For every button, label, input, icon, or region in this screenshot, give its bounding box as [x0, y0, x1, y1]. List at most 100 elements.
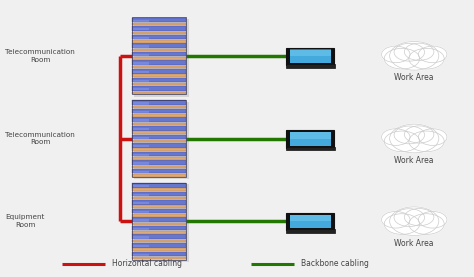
- FancyBboxPatch shape: [132, 135, 186, 139]
- FancyBboxPatch shape: [133, 219, 149, 222]
- FancyBboxPatch shape: [132, 160, 186, 165]
- FancyBboxPatch shape: [132, 23, 186, 25]
- FancyBboxPatch shape: [133, 37, 149, 39]
- Text: Telecommunication
Room: Telecommunication Room: [5, 132, 75, 145]
- Circle shape: [382, 46, 410, 63]
- FancyBboxPatch shape: [132, 117, 186, 122]
- FancyBboxPatch shape: [132, 209, 186, 213]
- FancyBboxPatch shape: [133, 88, 149, 91]
- FancyBboxPatch shape: [133, 211, 149, 213]
- FancyBboxPatch shape: [132, 91, 186, 94]
- FancyBboxPatch shape: [132, 26, 186, 31]
- FancyBboxPatch shape: [132, 100, 186, 105]
- FancyBboxPatch shape: [133, 202, 149, 204]
- FancyBboxPatch shape: [132, 214, 186, 217]
- FancyBboxPatch shape: [132, 206, 186, 208]
- FancyBboxPatch shape: [132, 126, 186, 130]
- FancyBboxPatch shape: [132, 75, 186, 77]
- FancyBboxPatch shape: [286, 48, 334, 65]
- Text: Telecommunication
Room: Telecommunication Room: [5, 49, 75, 63]
- FancyBboxPatch shape: [132, 174, 186, 177]
- FancyBboxPatch shape: [133, 45, 149, 48]
- FancyBboxPatch shape: [132, 86, 186, 91]
- FancyBboxPatch shape: [134, 19, 189, 97]
- Text: Work Area: Work Area: [394, 156, 434, 165]
- Circle shape: [404, 43, 434, 60]
- Circle shape: [382, 211, 410, 228]
- FancyBboxPatch shape: [132, 197, 186, 199]
- FancyBboxPatch shape: [132, 234, 186, 239]
- FancyBboxPatch shape: [132, 69, 186, 74]
- FancyBboxPatch shape: [132, 188, 186, 191]
- Text: Work Area: Work Area: [394, 73, 434, 83]
- Circle shape: [384, 48, 419, 69]
- FancyBboxPatch shape: [132, 200, 186, 205]
- FancyBboxPatch shape: [132, 191, 186, 196]
- FancyBboxPatch shape: [133, 154, 149, 156]
- FancyBboxPatch shape: [133, 162, 149, 165]
- FancyBboxPatch shape: [133, 137, 149, 139]
- FancyBboxPatch shape: [286, 213, 334, 230]
- FancyBboxPatch shape: [132, 57, 186, 60]
- FancyBboxPatch shape: [132, 109, 186, 113]
- FancyBboxPatch shape: [133, 79, 149, 82]
- FancyBboxPatch shape: [132, 223, 186, 225]
- FancyBboxPatch shape: [132, 66, 186, 68]
- FancyBboxPatch shape: [290, 49, 331, 56]
- FancyBboxPatch shape: [133, 245, 149, 247]
- FancyBboxPatch shape: [133, 128, 149, 130]
- Circle shape: [404, 209, 434, 226]
- FancyBboxPatch shape: [132, 140, 186, 142]
- Circle shape: [409, 131, 444, 152]
- FancyBboxPatch shape: [132, 169, 186, 173]
- FancyBboxPatch shape: [132, 131, 186, 134]
- FancyBboxPatch shape: [132, 106, 186, 108]
- FancyBboxPatch shape: [132, 148, 186, 151]
- FancyBboxPatch shape: [133, 228, 149, 230]
- Circle shape: [404, 126, 434, 143]
- FancyBboxPatch shape: [132, 49, 186, 51]
- FancyBboxPatch shape: [132, 78, 186, 82]
- FancyBboxPatch shape: [132, 217, 186, 222]
- Circle shape: [394, 126, 425, 144]
- FancyBboxPatch shape: [132, 40, 186, 43]
- FancyBboxPatch shape: [133, 194, 149, 196]
- Circle shape: [409, 214, 444, 234]
- FancyBboxPatch shape: [133, 236, 149, 239]
- FancyBboxPatch shape: [132, 114, 186, 117]
- FancyBboxPatch shape: [133, 111, 149, 113]
- FancyBboxPatch shape: [290, 215, 331, 221]
- FancyBboxPatch shape: [132, 60, 186, 65]
- FancyBboxPatch shape: [132, 226, 186, 230]
- Circle shape: [394, 43, 425, 61]
- FancyBboxPatch shape: [133, 71, 149, 73]
- Circle shape: [384, 214, 419, 234]
- FancyBboxPatch shape: [290, 132, 331, 139]
- FancyBboxPatch shape: [133, 171, 149, 173]
- FancyBboxPatch shape: [133, 62, 149, 65]
- Circle shape: [390, 42, 439, 70]
- FancyBboxPatch shape: [133, 102, 149, 104]
- FancyBboxPatch shape: [132, 32, 186, 34]
- Circle shape: [382, 129, 410, 145]
- FancyBboxPatch shape: [134, 184, 189, 262]
- FancyBboxPatch shape: [132, 243, 186, 248]
- FancyBboxPatch shape: [133, 145, 149, 147]
- FancyBboxPatch shape: [132, 152, 186, 156]
- Text: Equipment
Room: Equipment Room: [5, 214, 45, 228]
- FancyBboxPatch shape: [132, 252, 186, 256]
- Circle shape: [419, 46, 447, 63]
- FancyBboxPatch shape: [133, 20, 149, 22]
- FancyBboxPatch shape: [133, 119, 149, 122]
- FancyBboxPatch shape: [285, 64, 335, 68]
- FancyBboxPatch shape: [132, 123, 186, 125]
- FancyBboxPatch shape: [132, 35, 186, 39]
- Text: Work Area: Work Area: [394, 239, 434, 248]
- FancyBboxPatch shape: [290, 132, 331, 146]
- FancyBboxPatch shape: [132, 143, 186, 148]
- Circle shape: [384, 131, 419, 152]
- FancyBboxPatch shape: [132, 52, 186, 57]
- Text: Horizontal cabling: Horizontal cabling: [112, 259, 182, 268]
- FancyBboxPatch shape: [133, 253, 149, 256]
- Circle shape: [419, 129, 447, 145]
